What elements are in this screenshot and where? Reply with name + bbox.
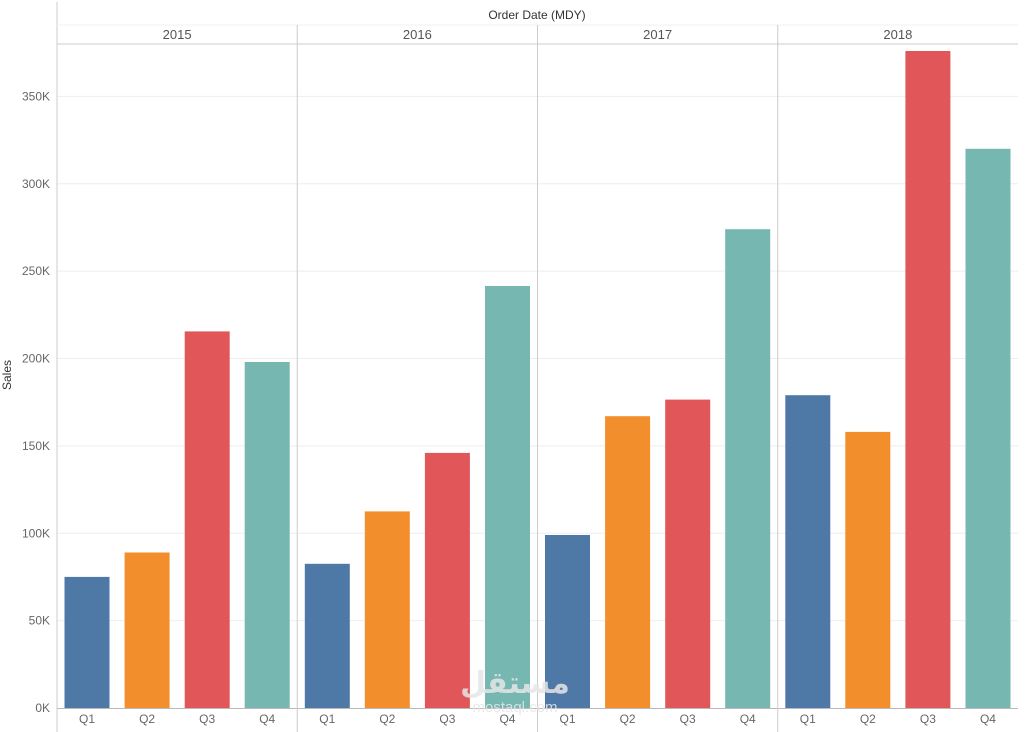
bar-2015-q4	[244, 362, 290, 708]
watermark: مستقل mostaql.com	[460, 667, 570, 716]
bar-2015-q1	[64, 576, 110, 708]
y-tick-label: 250K	[22, 264, 50, 278]
quarter-label: Q2	[379, 712, 395, 726]
quarter-label: Q3	[199, 712, 215, 726]
quarter-label: Q4	[259, 712, 275, 726]
quarter-label: Q1	[560, 712, 576, 726]
quarter-label: Q1	[79, 712, 95, 726]
y-tick-label: 0K	[35, 701, 50, 715]
y-tick-label: 100K	[22, 526, 50, 540]
quarter-labels: Q1 Q2 Q3 Q4 Q1 Q2 Q3 Q4 Q1 Q2 Q3 Q4 Q1 Q2 Q3 Q4	[79, 712, 996, 726]
y-tick-label: 150K	[22, 439, 50, 453]
bar-2016-q4	[485, 286, 530, 708]
year-label: 2017	[643, 27, 672, 42]
watermark-logo: مستقل	[460, 667, 570, 700]
bar-2018-q1	[785, 395, 831, 708]
bar-2018-q2	[845, 431, 891, 708]
bar-2018-q3	[905, 51, 951, 708]
quarter-label: Q1	[800, 712, 816, 726]
bar-2018-q4	[965, 148, 1011, 709]
year-headers: 2015 2016 2017 2018	[163, 27, 913, 42]
quarter-label: Q2	[139, 712, 155, 726]
quarter-label: Q2	[620, 712, 636, 726]
bar-2016-q1	[304, 563, 350, 708]
bar-2017-q4	[725, 229, 771, 708]
y-tick-label: 200K	[22, 352, 50, 366]
y-axis-title: Sales	[0, 360, 14, 390]
bar-2015-q2	[124, 552, 170, 708]
y-tick-label: 300K	[22, 177, 50, 191]
quarter-label: Q3	[680, 712, 696, 726]
bar-2017-q1	[545, 535, 590, 708]
quarter-label: Q4	[980, 712, 996, 726]
watermark-url: mostaql.com	[472, 699, 557, 716]
bar-2016-q2	[364, 511, 410, 708]
bar-2015-q3	[184, 331, 230, 708]
quarter-label: Q1	[319, 712, 335, 726]
y-tick-label: 50K	[29, 614, 50, 628]
y-axis-ticks: 0K 50K 100K 150K 200K 250K 300K 350K	[22, 89, 50, 715]
pane-dividers	[56, 2, 1018, 732]
year-label: 2016	[403, 27, 432, 42]
year-label: 2018	[883, 27, 912, 42]
bar-2017-q2	[605, 416, 651, 708]
bar-2017-q3	[665, 399, 711, 708]
quarter-label: Q3	[920, 712, 936, 726]
quarter-label: Q2	[860, 712, 876, 726]
bar-2016-q3	[424, 452, 470, 708]
quarter-label: Q3	[439, 712, 455, 726]
quarter-label: Q4	[740, 712, 756, 726]
y-tick-label: 350K	[22, 89, 50, 103]
chart-title: Order Date (MDY)	[488, 8, 585, 22]
quarter-label: Q4	[499, 712, 515, 726]
year-label: 2015	[163, 27, 192, 42]
bars	[64, 51, 1011, 709]
